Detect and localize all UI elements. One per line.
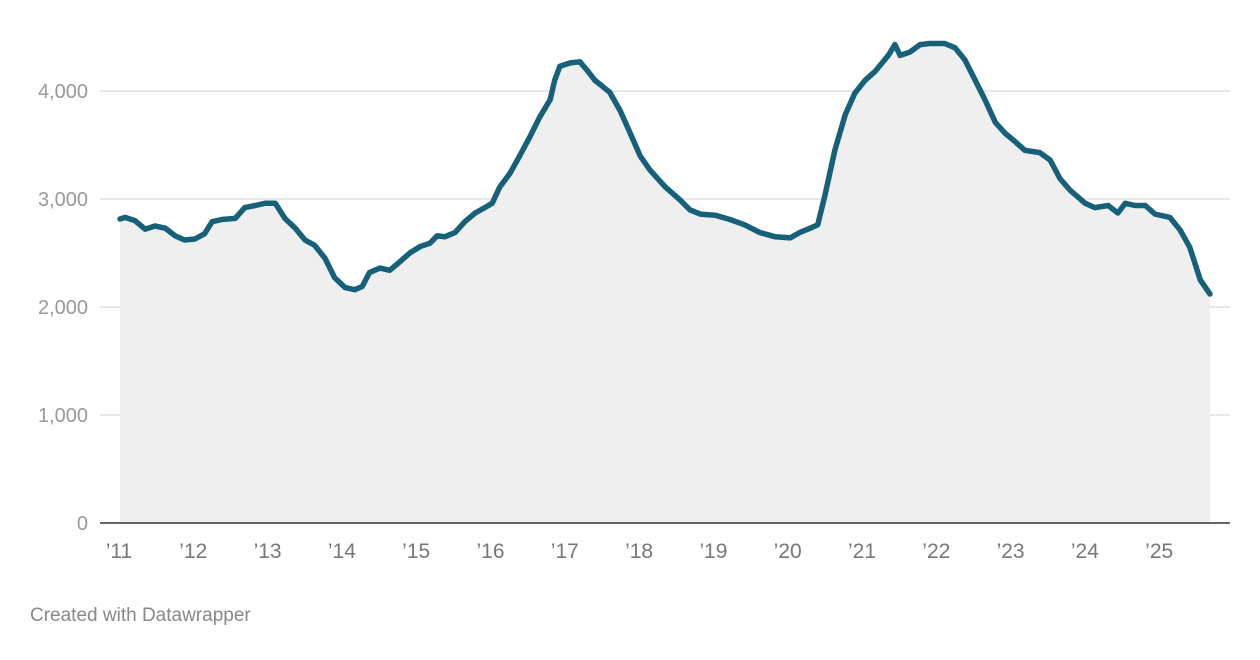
footer-credit: Created with Datawrapper [30, 605, 251, 626]
x-tick-label: ’16 [476, 540, 504, 563]
y-tick-label: 0 [77, 513, 88, 535]
y-tick-label: 3,000 [38, 189, 88, 211]
x-tick-label: ’19 [699, 540, 727, 563]
x-tick-label: ’14 [328, 540, 356, 563]
area-fill [120, 43, 1210, 523]
x-tick-label: ’24 [1071, 540, 1099, 563]
x-axis-ticks: ’11 ’12 ’13 ’14 ’15 ’16 ’17 ’18 ’19 ’20 ’21 ’22 ’23 ’… [106, 540, 1173, 563]
x-tick-label: ’17 [551, 540, 579, 563]
area-layer [100, 40, 1230, 524]
x-tick-label: ’25 [1145, 540, 1173, 563]
y-tick-label: 2,000 [38, 297, 88, 319]
x-tick-label: ’11 [106, 540, 132, 563]
x-tick-label: ’18 [625, 540, 653, 563]
x-tick-label: ’22 [922, 540, 950, 563]
x-tick-label: ’21 [848, 540, 876, 563]
x-tick-label: ’15 [402, 540, 430, 563]
x-tick-label: ’20 [774, 540, 802, 563]
x-tick-label: ’23 [997, 540, 1025, 563]
y-axis-ticks: 0 1,000 2,000 3,000 4,000 [38, 81, 88, 535]
y-tick-label: 4,000 [38, 81, 88, 103]
x-tick-label: ’13 [254, 540, 282, 563]
y-tick-label: 1,000 [38, 405, 88, 427]
x-tick-label: ’12 [179, 540, 207, 563]
series-line [117, 40, 1213, 297]
